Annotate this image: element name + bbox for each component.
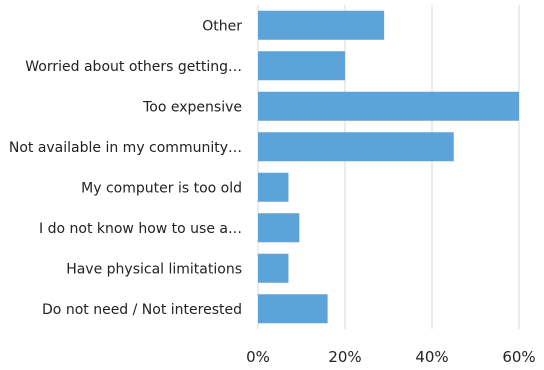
bar	[258, 253, 289, 283]
category-label: Other	[202, 18, 242, 34]
category-label: Do not need / Not interested	[42, 302, 242, 318]
x-tick-label: 0%	[246, 348, 270, 366]
x-tick-label: 60%	[502, 348, 535, 366]
x-tick-label: 40%	[415, 348, 448, 366]
category-labels: Other Worried about others getting… Too ex…	[9, 18, 242, 318]
category-label: My computer is too old	[81, 180, 242, 196]
x-tick-label: 20%	[328, 348, 361, 366]
bar	[258, 10, 385, 40]
bar	[258, 132, 454, 162]
bar	[258, 91, 519, 121]
bar	[258, 51, 345, 81]
bar	[258, 294, 328, 324]
x-axis-ticks: 0% 20% 40% 60%	[246, 348, 536, 366]
category-label: Not available in my community…	[9, 140, 242, 156]
category-label: Worried about others getting…	[25, 59, 242, 75]
category-label: I do not know how to use a…	[39, 221, 242, 237]
bar	[258, 172, 289, 202]
category-label: Have physical limitations	[66, 261, 242, 277]
bar	[258, 213, 300, 243]
category-label: Too expensive	[142, 99, 242, 115]
bar-layer	[258, 10, 519, 324]
